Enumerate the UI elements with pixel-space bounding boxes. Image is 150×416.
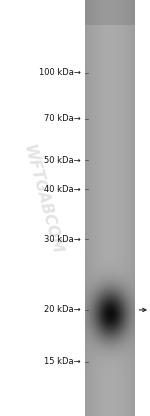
Text: 30 kDa→: 30 kDa→ <box>44 235 81 244</box>
Text: WFTGABCOM: WFTGABCOM <box>20 143 64 256</box>
Text: 50 kDa→: 50 kDa→ <box>44 156 81 165</box>
Text: 70 kDa→: 70 kDa→ <box>44 114 81 123</box>
Text: 15 kDa→: 15 kDa→ <box>44 357 81 366</box>
Text: 20 kDa→: 20 kDa→ <box>44 305 81 314</box>
Text: 100 kDa→: 100 kDa→ <box>39 68 81 77</box>
Text: 40 kDa→: 40 kDa→ <box>44 185 81 194</box>
